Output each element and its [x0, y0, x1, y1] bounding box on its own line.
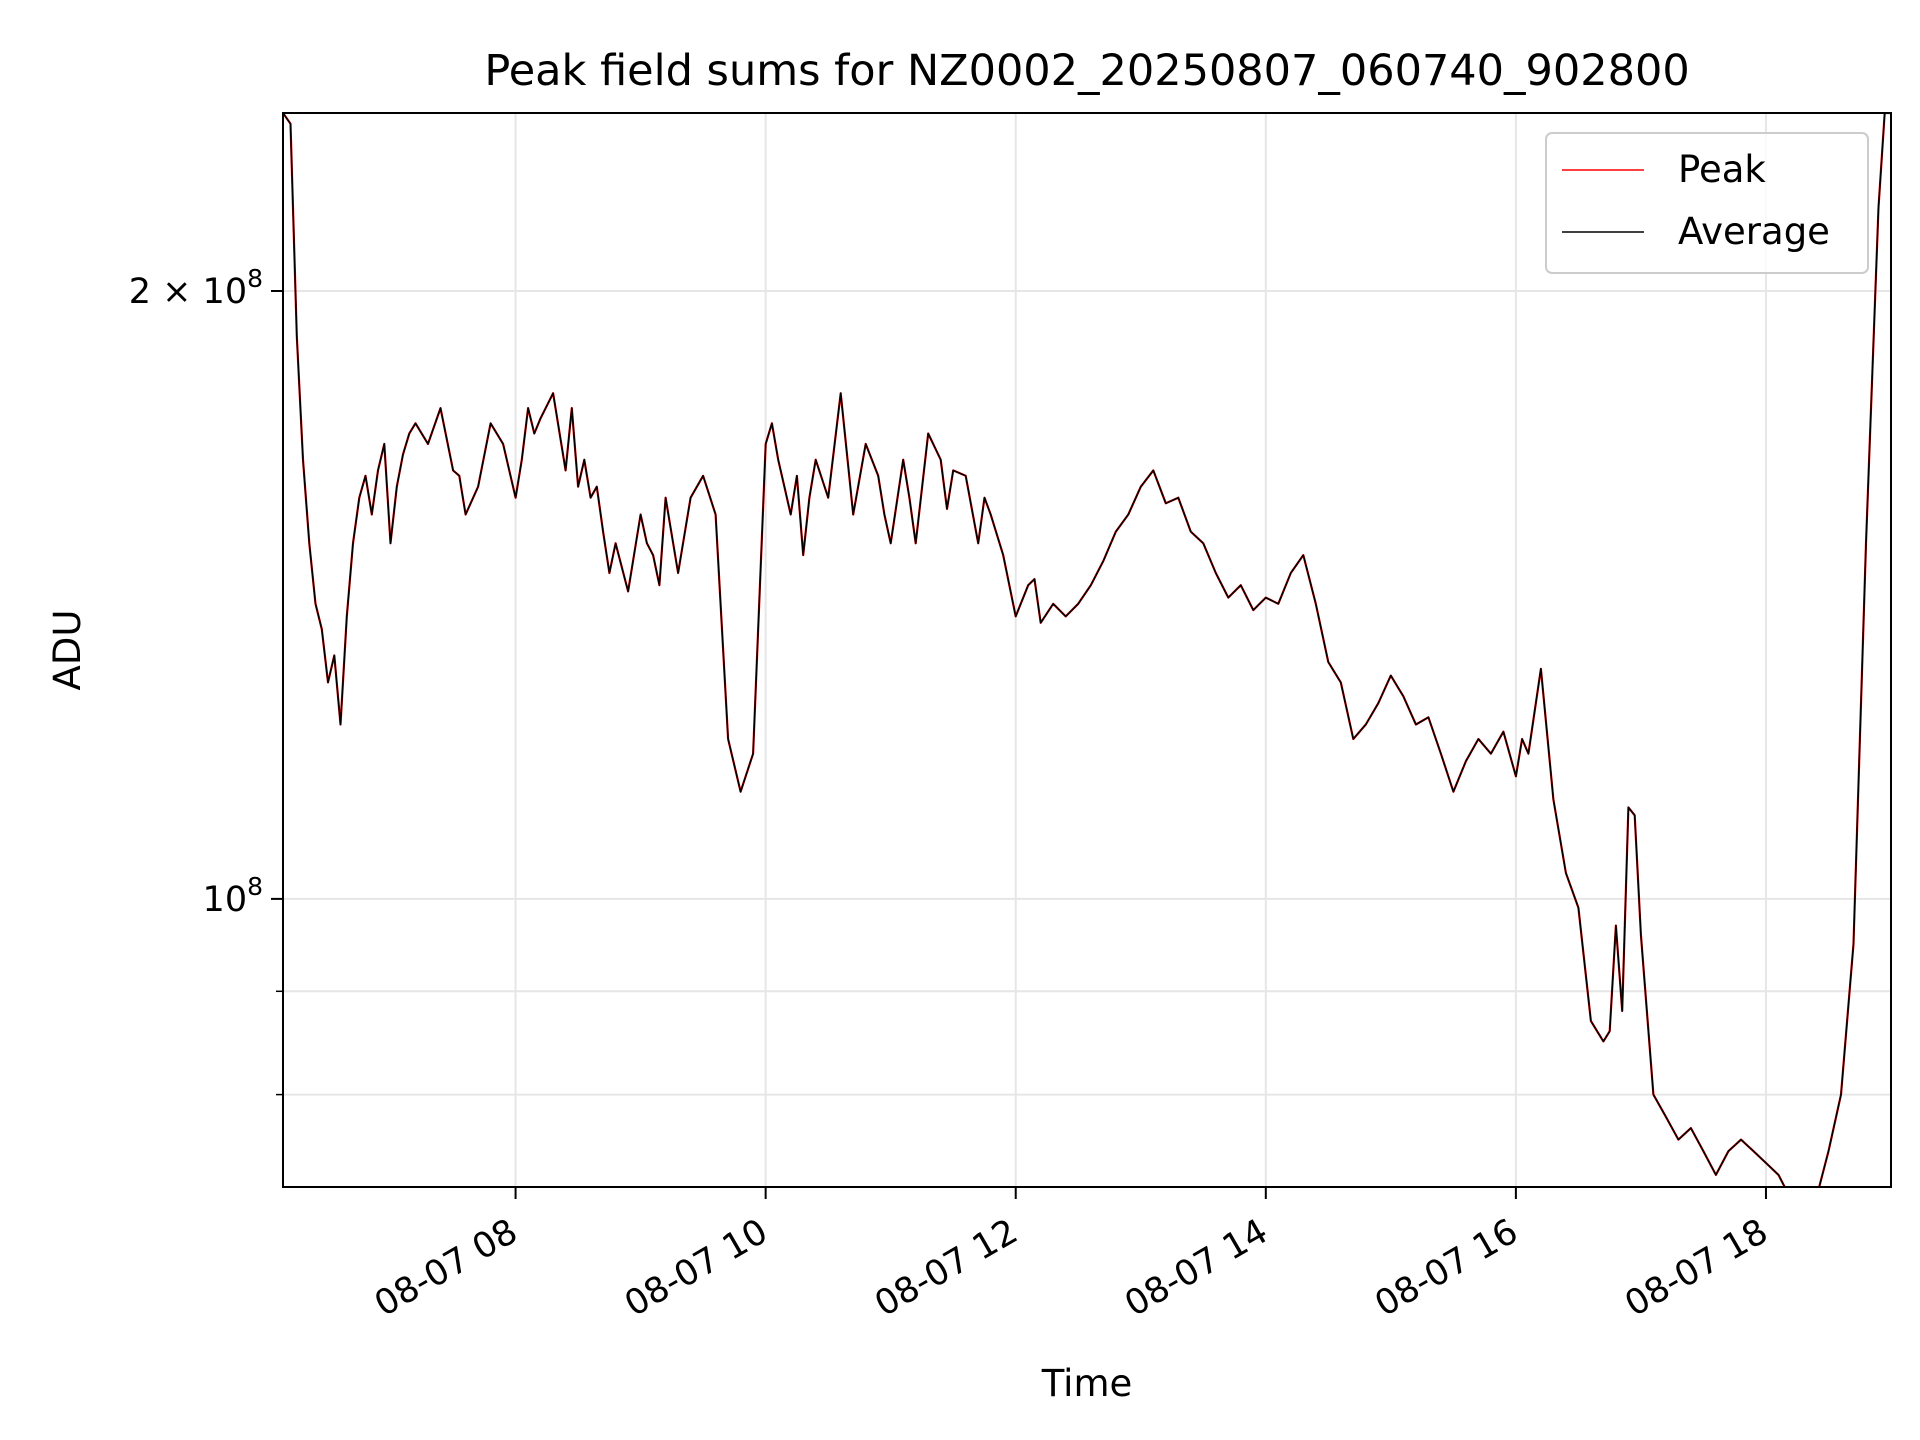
grid [283, 113, 1891, 1187]
y-tick-label: 108 [203, 872, 263, 920]
series-layer [283, 113, 1891, 1187]
legend: Peak Average [1545, 132, 1869, 274]
series-line-average [283, 113, 1891, 1187]
chart-title: Peak field sums for NZ0002_20250807_0607… [484, 46, 1689, 96]
legend-label-average: Average [1678, 210, 1830, 253]
y-axis-label: ADU [46, 610, 89, 691]
legend-label-peak: Peak [1678, 148, 1766, 191]
y-tick-label: 2 × 108 [129, 264, 263, 312]
legend-box [1545, 132, 1869, 274]
plot-frame [282, 112, 1892, 1188]
x-axis-label: Time [1041, 1362, 1133, 1405]
